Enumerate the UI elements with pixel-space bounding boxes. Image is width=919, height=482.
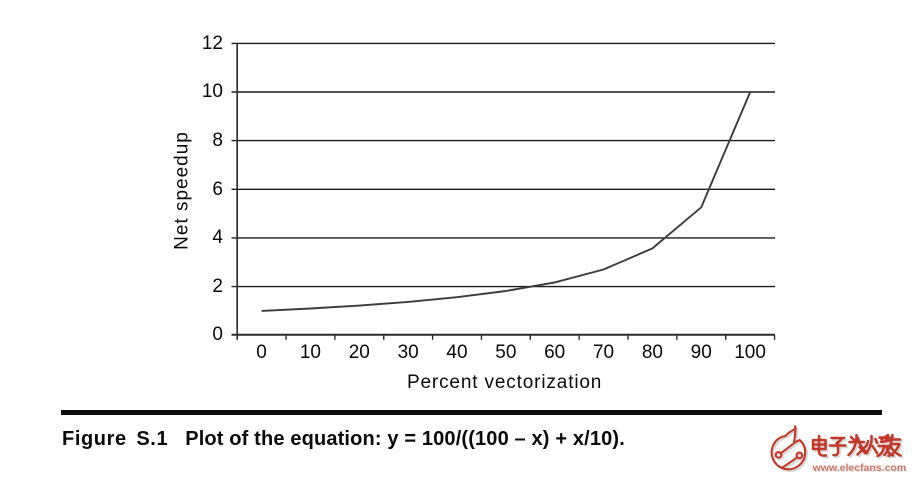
svg-text:www.elecfans.com: www.elecfans.com	[812, 462, 907, 474]
